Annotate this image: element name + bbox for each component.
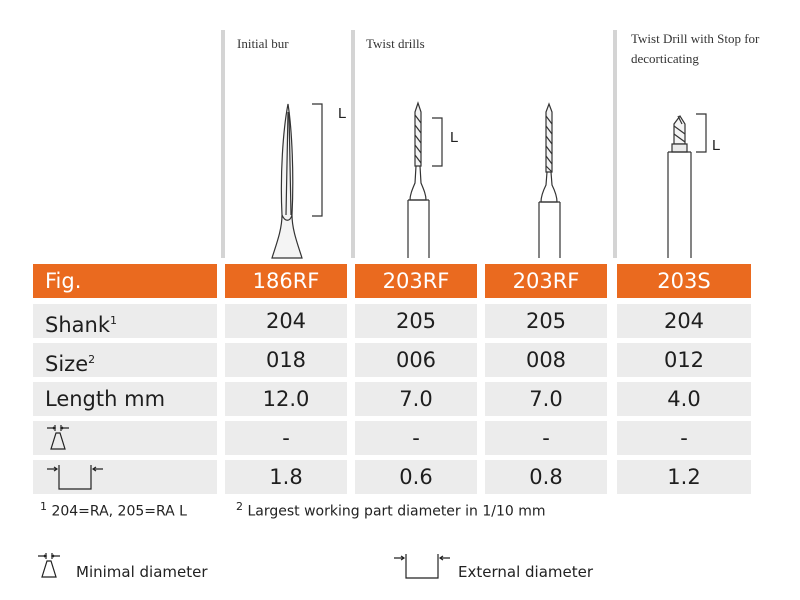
dimension-label: L [712, 137, 720, 154]
row-label-min-diameter [33, 421, 217, 455]
legend-minimal-diameter: Minimal diameter [76, 563, 208, 581]
column-header-twist-drills: Twist drills [366, 36, 425, 51]
column-header-initial-bur: Initial bur [237, 36, 289, 51]
ext-diameter-cell: 1.2 [617, 460, 751, 494]
min-diameter-cell: - [225, 421, 347, 455]
fig-cell: 203S [617, 264, 751, 298]
row-label-ext-diameter [33, 460, 217, 494]
table-row-fig: Fig. 186RF 203RF 203RF 203S [33, 264, 751, 298]
dimension-label: L [338, 105, 346, 122]
row-label-length: Length mm [33, 382, 217, 416]
length-cell: 12.0 [225, 382, 347, 416]
row-label-fig: Fig. [33, 264, 217, 298]
footnote-shank: 1 204=RA, 205=RA L [40, 500, 187, 520]
min-diameter-cell: - [485, 421, 607, 455]
minimal-diameter-icon [47, 425, 69, 450]
shank-cell: 205 [485, 304, 607, 338]
column-separator [351, 30, 355, 258]
twist-drill-008-drawing [538, 102, 561, 258]
minimal-diameter-icon [38, 553, 60, 578]
shank-cell: 204 [225, 304, 347, 338]
size-cell: 008 [485, 343, 607, 377]
fig-cell: 186RF [225, 264, 347, 298]
fig-cell: 203RF [485, 264, 607, 298]
row-label-shank: Shank1 [33, 304, 217, 338]
ext-diameter-cell: 0.6 [355, 460, 477, 494]
length-cell: 7.0 [485, 382, 607, 416]
table-row-min-diameter: - - - - [33, 421, 751, 455]
external-diameter-icon [47, 465, 103, 490]
table-row-ext-diameter: 1.8 0.6 0.8 1.2 [33, 460, 751, 494]
length-cell: 7.0 [355, 382, 477, 416]
row-label-size: Size2 [33, 343, 217, 377]
dimension-label: L [450, 129, 458, 146]
size-cell: 006 [355, 343, 477, 377]
ext-diameter-cell: 0.8 [485, 460, 607, 494]
footnote-size: 2 Largest working part diameter in 1/10 … [236, 500, 546, 520]
initial-bur-drawing [271, 103, 323, 259]
twist-drill-stop-drawing [667, 113, 707, 258]
instrument-drawings: L L L [271, 101, 720, 259]
min-diameter-cell: - [617, 421, 751, 455]
column-separator [221, 30, 225, 258]
size-cell: 012 [617, 343, 751, 377]
ext-diameter-cell: 1.8 [225, 460, 347, 494]
shank-cell: 205 [355, 304, 477, 338]
column-separator [613, 30, 617, 258]
shank-cell: 204 [617, 304, 751, 338]
min-diameter-cell: - [355, 421, 477, 455]
length-cell: 4.0 [617, 382, 751, 416]
table-row-length: Length mm 12.0 7.0 7.0 4.0 [33, 382, 751, 416]
twist-drill-006-drawing [407, 101, 443, 258]
table-row-shank: Shank1 204 205 205 204 [33, 304, 751, 338]
legend-external-diameter: External diameter [458, 563, 593, 581]
fig-cell: 203RF [355, 264, 477, 298]
size-cell: 018 [225, 343, 347, 377]
table-row-size: Size2 018 006 008 012 [33, 343, 751, 377]
external-diameter-icon [394, 554, 450, 579]
column-header-twist-drill-stop: Twist Drill with Stop for decorticating [631, 31, 760, 66]
